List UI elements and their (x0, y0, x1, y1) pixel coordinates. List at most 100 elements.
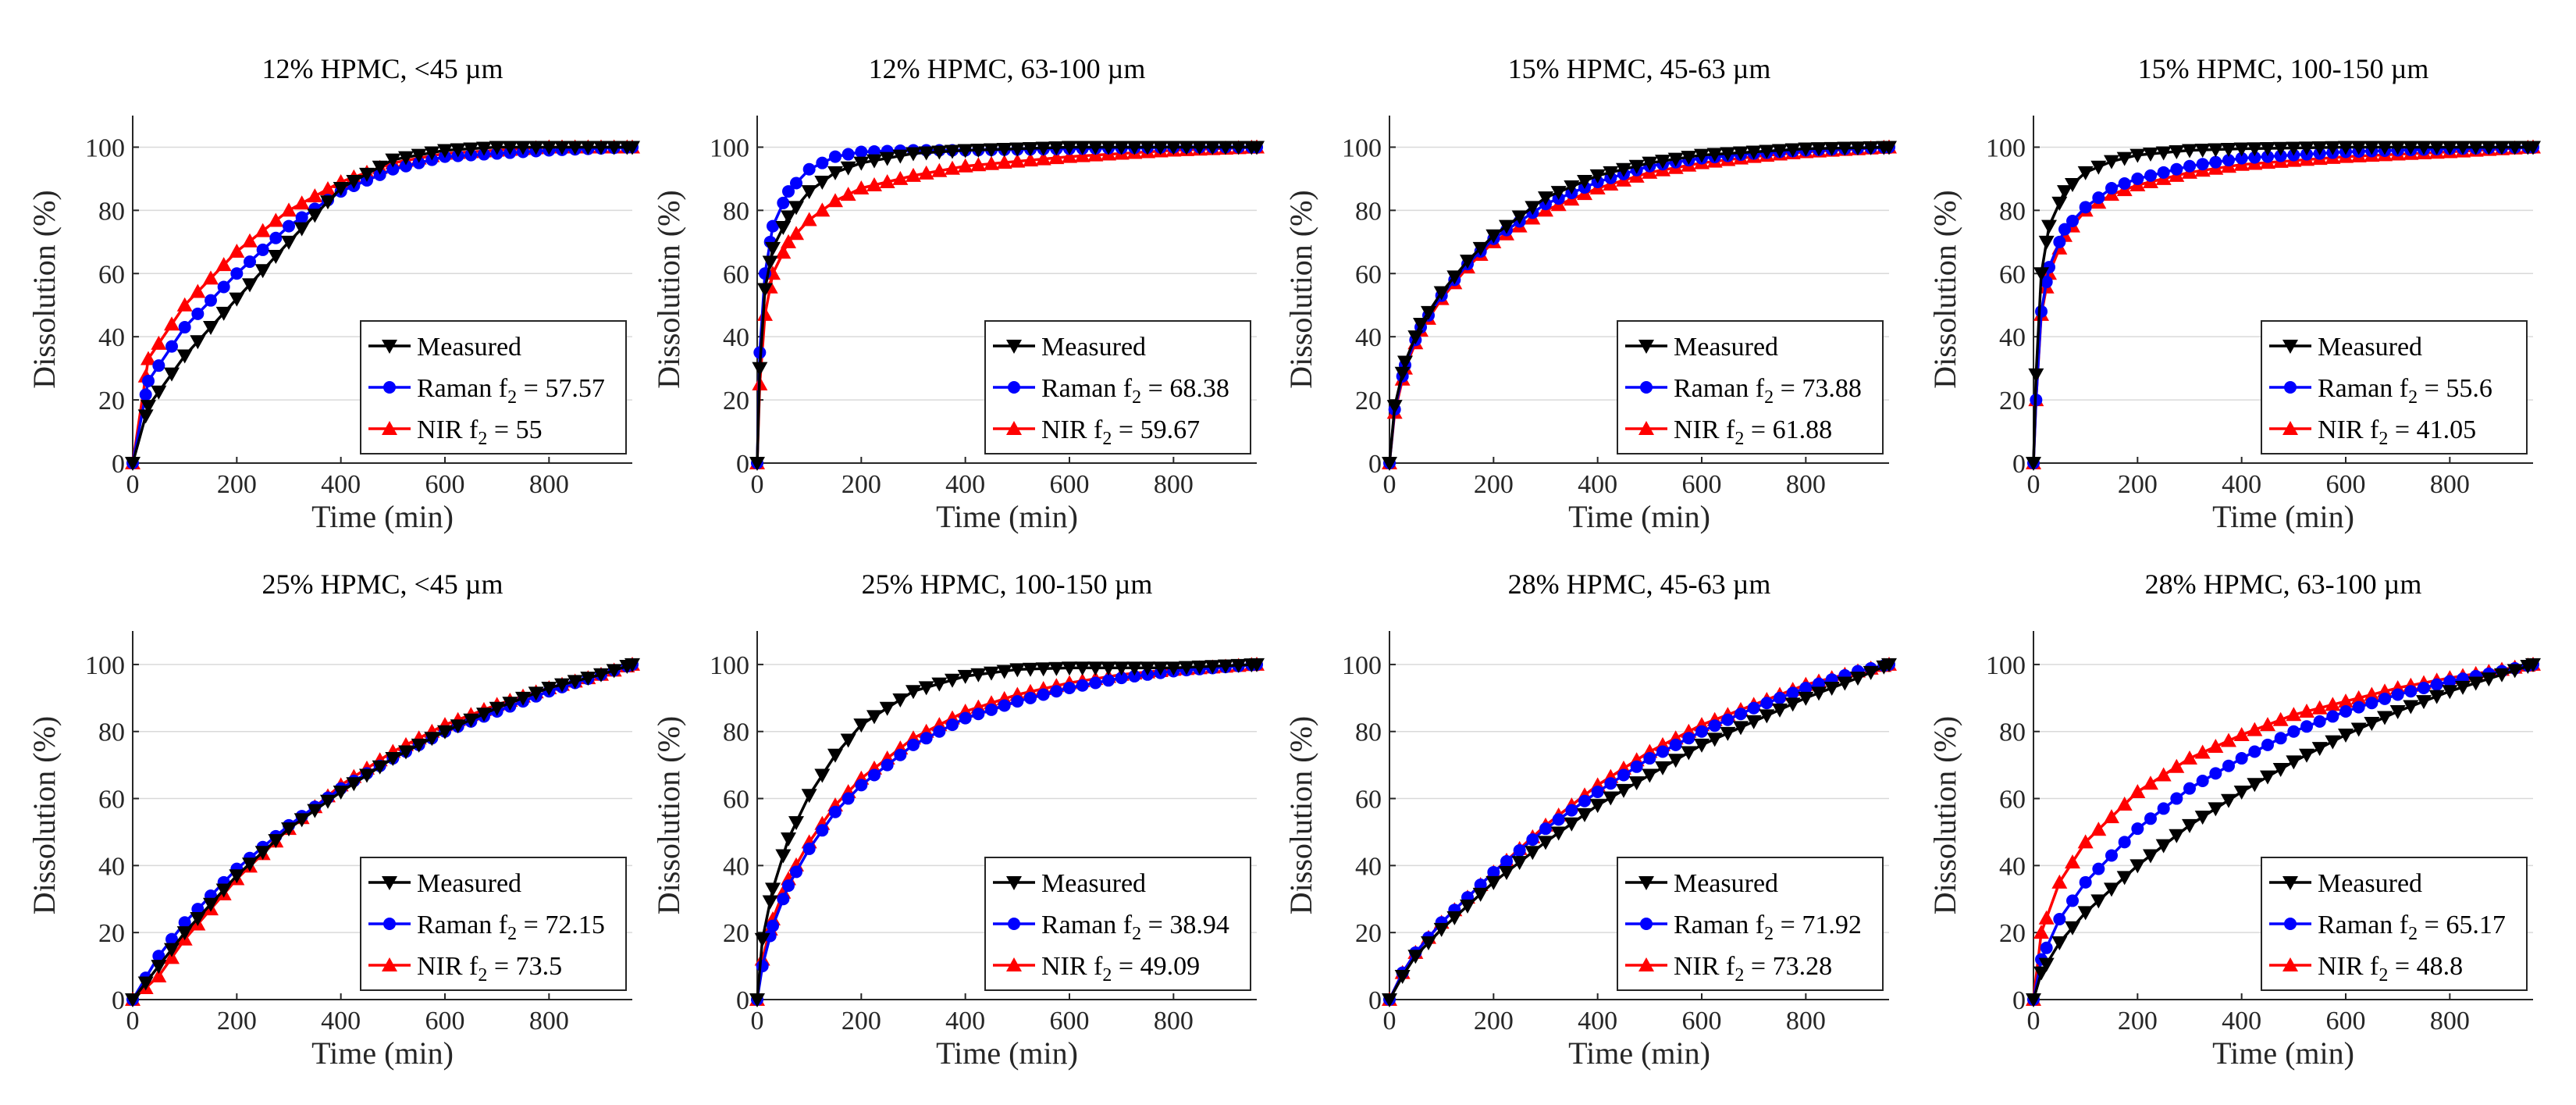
measured-interp-marker-425 (2247, 142, 2263, 157)
measured-interp-marker-525 (1655, 155, 1670, 169)
measured-interp-marker-175 (215, 306, 232, 321)
measured-interp-marker-550 (411, 738, 427, 753)
measured-interp-marker-925 (1863, 141, 1879, 155)
measured-interp-marker-750 (1140, 141, 1155, 155)
raman-marker-2 (767, 919, 779, 932)
measured-interp-marker-650 (1087, 141, 1104, 155)
measured-interp-marker-425 (346, 174, 362, 189)
raman-interp-marker-650 (1721, 713, 1735, 726)
raman-interp-marker-175 (2118, 836, 2131, 849)
y-tick-label-0: 0 (736, 450, 749, 479)
measured-interp-marker-950 (1876, 660, 1892, 675)
measured-interp-marker-75 (1421, 305, 1436, 320)
raman-interp-marker-475 (2274, 732, 2287, 745)
x-tick-label-800: 800 (2430, 470, 2470, 499)
series-measured (1382, 141, 1897, 471)
measured-interp-marker-225 (866, 710, 882, 725)
measured-interp-marker-125 (1446, 911, 1463, 925)
measured-interp-marker-450 (359, 167, 375, 182)
measured-interp-marker-50 (775, 220, 792, 235)
nir-interp-marker-550 (1035, 151, 1051, 166)
series-measured (125, 141, 640, 471)
legend-label-raman: Raman f2 = 72.15 (417, 911, 605, 944)
measured-marker-3 (1433, 922, 1450, 937)
x-tick-label-200: 200 (217, 1007, 257, 1035)
measured-interp-marker-875 (2481, 141, 2497, 155)
legend-measured-marker-0 (382, 876, 397, 890)
measured-interp-marker-375 (320, 195, 336, 210)
measured-marker-10 (1062, 141, 1077, 155)
measured-interp-marker-625 (1706, 733, 1723, 747)
measured-interp-marker-750 (2416, 141, 2432, 155)
legend-label-raman: Raman f2 = 55.6 (2318, 374, 2492, 408)
series-measured (749, 141, 1265, 471)
measured-interp-marker-575 (1681, 746, 1697, 761)
measured-marker-7 (853, 156, 870, 171)
x-tick-label-200: 200 (2118, 1007, 2158, 1035)
measured-interp-marker-125 (2090, 894, 2107, 909)
x-tick-label-0: 0 (126, 470, 140, 499)
raman-interp-marker-525 (400, 159, 412, 173)
measured-interp-marker-175 (840, 161, 856, 176)
raman-interp-marker-125 (191, 307, 205, 320)
measured-interp-marker-175 (2116, 871, 2133, 886)
y-tick-label-40: 40 (723, 852, 749, 881)
measured-interp-marker-750 (1772, 703, 1788, 718)
x-tick-label-400: 400 (321, 1007, 361, 1035)
measured-marker-10 (593, 668, 609, 683)
measured-interp-marker-275 (892, 693, 909, 708)
measured-interp-marker-75 (788, 201, 804, 216)
measured-marker-9 (957, 144, 973, 159)
measured-interp-marker-650 (2364, 141, 2380, 155)
measured-interp-marker-275 (1525, 846, 1541, 861)
measured-interp-marker-575 (1681, 151, 1697, 166)
measured-interp-marker-175 (2116, 151, 2133, 166)
raman-interp-marker-425 (2248, 151, 2261, 164)
measured-interp-marker-125 (190, 335, 206, 350)
measured-interp-marker-450 (2260, 141, 2275, 156)
measured-interp-marker-275 (2169, 829, 2185, 843)
measured-interp-marker-375 (945, 673, 960, 688)
raman-interp-marker-50 (152, 359, 165, 372)
nir-interp-marker-625 (2350, 690, 2367, 704)
raman-interp-marker-650 (2365, 697, 2379, 710)
measured-interp-marker-550 (1667, 754, 1684, 768)
measured-marker-3 (229, 292, 245, 307)
measured-interp-marker-900 (1850, 141, 1866, 156)
raman-marker-11 (1115, 672, 1128, 685)
nir-interp-marker-475 (996, 155, 1012, 169)
x-tick-label-400: 400 (2222, 470, 2261, 499)
raman-interp-marker-475 (998, 699, 1011, 712)
measured-interp-marker-150 (203, 321, 219, 336)
raman-interp-marker-550 (412, 156, 425, 169)
measured-interp-marker-750 (1772, 144, 1788, 159)
measured-interp-marker-25 (762, 255, 778, 270)
measured-interp-marker-275 (2169, 145, 2185, 160)
measured-interp-marker-150 (2104, 882, 2119, 897)
measured-interp-marker-250 (2155, 839, 2172, 854)
measured-interp-marker-550 (2311, 141, 2328, 155)
measured-marker-1 (1386, 400, 1403, 415)
raman-interp-marker-275 (2170, 792, 2183, 805)
y-tick-label-60: 60 (723, 260, 749, 289)
legend-measured-marker-0 (1006, 340, 1022, 354)
raman-marker-8 (959, 711, 972, 725)
raman-interp-marker-525 (1656, 745, 1669, 758)
raman-interp-marker-575 (2326, 710, 2339, 723)
raman-marker-6 (2105, 182, 2118, 195)
measured-marker-1 (2028, 368, 2044, 383)
measured-marker-4 (281, 822, 297, 837)
raman-interp-marker-275 (894, 748, 907, 761)
nir-marker-2 (2051, 874, 2068, 889)
measured-interp-marker-450 (984, 666, 999, 681)
raman-interp-marker-175 (841, 148, 855, 161)
measured-marker-11 (1165, 141, 1182, 155)
raman-marker-5 (2183, 782, 2196, 795)
measured-interp-marker-775 (1784, 697, 1801, 712)
measured-marker-6 (827, 166, 843, 180)
measured-interp-marker-425 (1603, 791, 1619, 806)
measured-marker-12 (1165, 661, 1182, 676)
measured-interp-marker-325 (918, 681, 934, 696)
measured-marker-9 (1642, 156, 1658, 171)
x-tick-label-200: 200 (1474, 470, 1514, 499)
